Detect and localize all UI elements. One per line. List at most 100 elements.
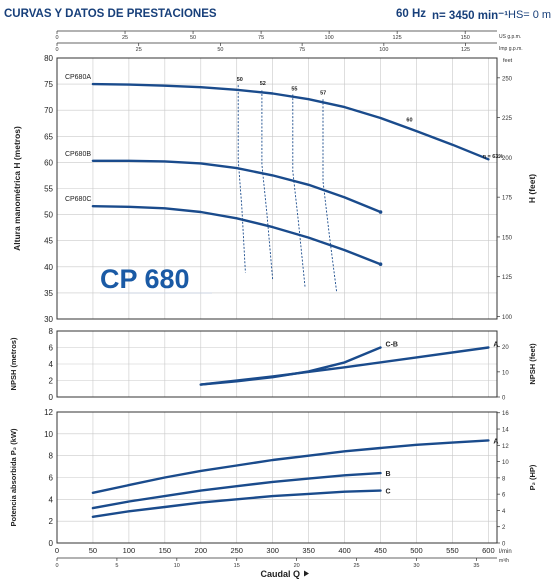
right-unit-label: feet: [503, 58, 513, 64]
series-end-dot: [378, 210, 383, 214]
m3h-tick-label: 5: [115, 563, 118, 569]
m3h-tick-label: 20: [294, 563, 300, 569]
l-min-tick-label: 150: [159, 546, 172, 555]
l-min-tick-label: 600: [482, 546, 495, 555]
imp-gpm-tick-label: 25: [136, 47, 142, 53]
us-gpm-tick-label: 0: [55, 35, 58, 41]
series-label: CP680A: [65, 74, 91, 81]
us-gpm-axis-label: US g.p.m.: [499, 34, 521, 40]
imp-gpm-tick-label: 50: [217, 47, 223, 53]
efficiency-label: 55: [291, 86, 297, 92]
right-tick-label: 16: [502, 411, 509, 417]
right-tick-label: 125: [502, 275, 513, 281]
y-tick-label: 0: [49, 539, 54, 548]
speed-label: n= 3450 min⁻¹: [432, 10, 509, 22]
us-gpm-tick-label: 75: [258, 35, 264, 41]
plot-frame: [56, 411, 498, 544]
y-tick-label: 75: [44, 80, 53, 89]
y-axis-title-right: NPSH (feet): [528, 343, 537, 385]
right-tick-label: 0: [502, 396, 506, 402]
efficiency-label: 57: [320, 91, 326, 97]
m3h-axis-label: m³/h: [499, 558, 509, 564]
l-min-tick-label: 100: [123, 546, 136, 555]
imp-gpm-axis-label: Imp g.p.m.: [499, 46, 523, 52]
right-tick-label: 6: [502, 493, 506, 499]
us-gpm-tick-label: 125: [393, 35, 402, 41]
l-min-tick-label: 500: [410, 546, 423, 555]
y-axis-title: NPSH (metros): [9, 337, 18, 390]
m3h-tick-label: 10: [174, 563, 180, 569]
series-line-a: [91, 439, 490, 494]
right-tick-label: 10: [502, 370, 509, 376]
efficiency-dashed-line: [237, 85, 246, 273]
series-line-a: [199, 346, 490, 386]
y-tick-label: 6: [49, 344, 54, 353]
y-tick-label: 4: [49, 495, 54, 504]
imp-gpm-tick-label: 125: [461, 47, 470, 53]
series-label: B: [386, 471, 391, 478]
right-tick-label: 200: [502, 156, 513, 162]
right-tick-label: 150: [502, 235, 513, 241]
l-min-tick-label: 0: [55, 546, 59, 555]
y-tick-label: 55: [44, 185, 53, 194]
series-label: A: [493, 438, 498, 445]
series-end-dot: [378, 262, 383, 266]
plot-frame: [56, 57, 498, 320]
series-label: CP680B: [65, 151, 91, 158]
y-tick-label: 12: [44, 408, 53, 417]
series-label: C-B: [386, 342, 398, 349]
plot-frame: [56, 330, 498, 398]
y-tick-label: 10: [44, 430, 53, 439]
y-tick-label: 80: [44, 54, 53, 63]
right-tick-label: 4: [502, 509, 506, 515]
l-min-tick-label: 450: [374, 546, 387, 555]
imp-gpm-tick-label: 100: [379, 47, 388, 53]
series-line-c: [91, 489, 382, 518]
series-line-cp680b: [91, 159, 382, 214]
right-tick-label: 100: [502, 315, 513, 321]
l-min-tick-label: 350: [302, 546, 315, 555]
us-gpm-tick-label: 150: [461, 35, 470, 41]
y-tick-label: 50: [44, 211, 53, 220]
efficiency-dashed-line: [261, 90, 274, 280]
us-gpm-tick-label: 50: [190, 35, 196, 41]
y-axis-title-right: H (feet): [527, 174, 537, 203]
series-line-cp680c: [91, 204, 382, 266]
m3h-tick-label: 0: [55, 563, 58, 569]
m3h-tick-label: 35: [473, 563, 479, 569]
right-tick-label: 8: [502, 476, 506, 482]
right-tick-label: 250: [502, 76, 513, 82]
efficiency-dashed-line: [292, 94, 306, 287]
y-tick-label: 2: [49, 377, 54, 386]
y-axis-title: Potencia absorbida P₂ (kW): [9, 428, 18, 526]
y-tick-label: 35: [44, 289, 53, 298]
y-tick-label: 8: [49, 327, 54, 336]
series-line-cp680a: [91, 82, 490, 161]
y-tick-label: 0: [49, 393, 54, 402]
us-gpm-tick-label: 100: [325, 35, 334, 41]
right-tick-label: 225: [502, 116, 513, 122]
series-line-b: [91, 471, 382, 510]
frequency-label: 60 Hz: [396, 8, 427, 20]
efficiency-label: 50: [237, 77, 243, 83]
y-tick-label: 8: [49, 452, 54, 461]
efficiency-label: 60: [406, 118, 412, 124]
m3h-tick-label: 30: [413, 563, 419, 569]
y-axis-title-right: P₂ (HP): [528, 464, 537, 490]
series-label: A: [493, 342, 498, 349]
series-label: C: [386, 489, 391, 496]
right-tick-label: 14: [502, 428, 509, 434]
right-tick-label: 0: [502, 542, 506, 548]
series-label: CP680C: [65, 196, 91, 203]
efficiency-dashed-line: [322, 99, 338, 293]
l-min-tick-label: 400: [338, 546, 351, 555]
l-min-tick-label: 250: [230, 546, 243, 555]
imp-gpm-tick-label: 0: [55, 47, 58, 53]
y-tick-label: 60: [44, 158, 53, 167]
y-tick-label: 45: [44, 237, 53, 246]
y-axis-title: Altura manométrica H (metros): [12, 126, 22, 251]
m3h-tick-label: 15: [234, 563, 240, 569]
x-axis-title: Caudal Q: [260, 569, 300, 579]
efficiency-label: η = 63%: [483, 154, 504, 160]
